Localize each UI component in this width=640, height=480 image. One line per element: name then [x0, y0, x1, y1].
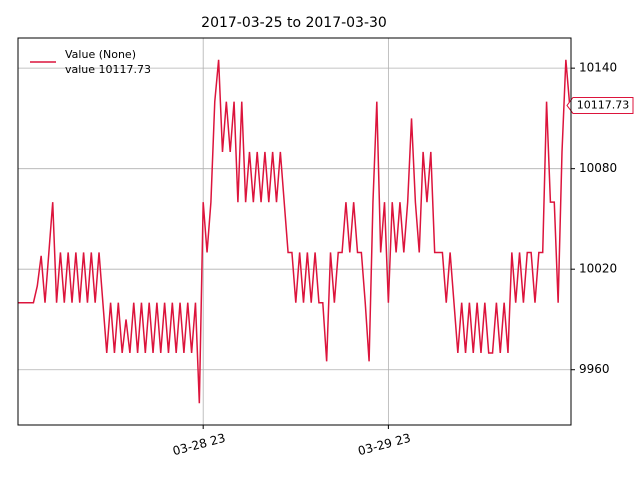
- x-tick-label: 03-28 23: [171, 431, 227, 458]
- legend-label: Value (None): [65, 48, 136, 61]
- chart-title: 2017-03-25 to 2017-03-30: [201, 15, 387, 31]
- end-label: 10117.73: [577, 98, 630, 111]
- end-annotation: 10117.73: [566, 96, 634, 114]
- y-tick-label: 10080: [579, 161, 617, 175]
- data-line: [18, 59, 571, 404]
- y-tick-label: 9960: [579, 362, 610, 376]
- end-label-box: [566, 96, 634, 114]
- legend-note: value 10117.73: [65, 63, 151, 76]
- plot-frame: [17, 37, 572, 426]
- y-tick-label: 10020: [579, 262, 617, 276]
- y-tick-label: 10140: [579, 61, 617, 75]
- x-tick-label: 03-29 23: [356, 431, 412, 458]
